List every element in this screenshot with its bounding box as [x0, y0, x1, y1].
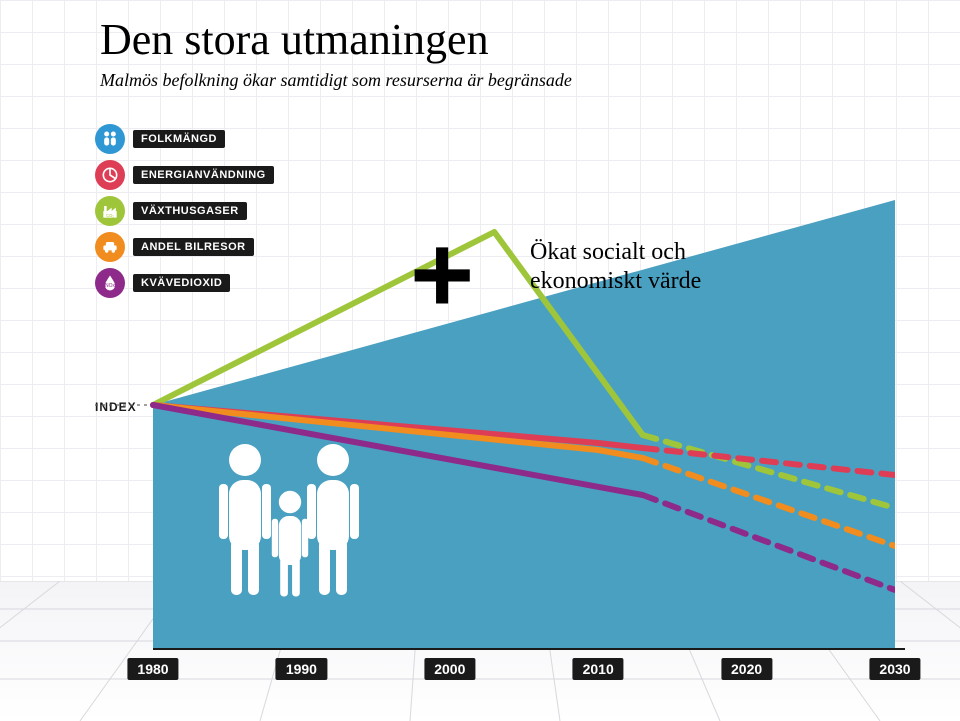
x-tick: 1990: [276, 658, 327, 680]
x-tick: 2010: [573, 658, 624, 680]
annotation-text: Ökat socialt och ekonomiskt värde: [530, 238, 701, 296]
page-subtitle: Malmös befolkning ökar samtidigt som res…: [100, 70, 572, 91]
x-tick: 2020: [721, 658, 772, 680]
page-title: Den stora utmaningen: [100, 14, 489, 65]
chart: [95, 130, 895, 650]
x-axis: 198019902000201020202030: [95, 648, 905, 688]
x-tick: 1980: [127, 658, 178, 680]
x-tick: 2000: [424, 658, 475, 680]
x-axis-line: [153, 648, 905, 650]
annotation-line-2: ekonomiskt värde: [530, 268, 701, 294]
x-tick: 2030: [869, 658, 920, 680]
plus-symbol: +: [410, 220, 474, 330]
annotation-line-1: Ökat socialt och: [530, 239, 686, 265]
